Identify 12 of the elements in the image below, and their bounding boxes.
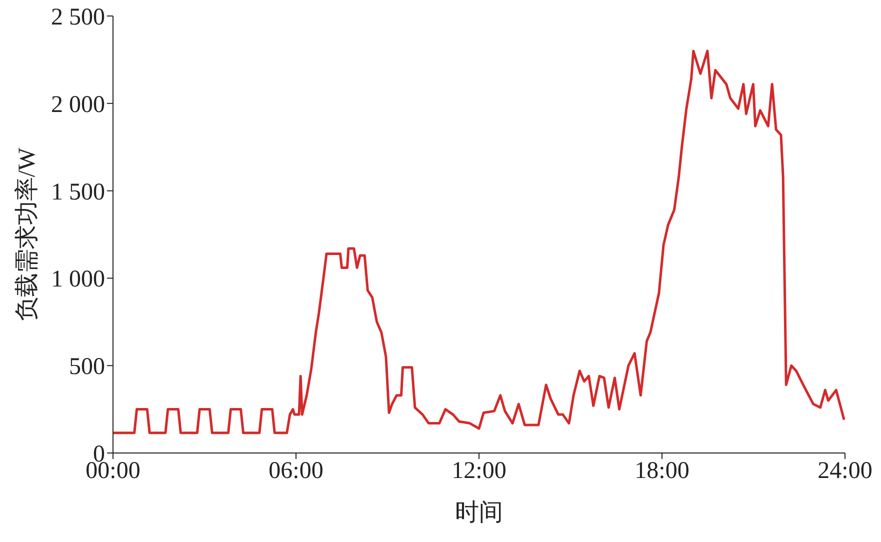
y-tick-label: 2 500 — [51, 4, 105, 31]
y-tick-label: 1 000 — [51, 266, 105, 293]
x-tick-label: 24:00 — [818, 458, 872, 484]
x-tick-label: 06:00 — [268, 458, 324, 484]
y-tick-label: 2 000 — [51, 92, 105, 118]
line-series — [113, 50, 845, 434]
x-tick-label: 18:00 — [634, 458, 690, 484]
y-tick-label: 500 — [69, 354, 105, 380]
y-axis-title: 负载需求功率/W — [14, 147, 41, 322]
x-axis-title: 时间 — [455, 500, 503, 526]
y-tick-label: 1 500 — [51, 179, 105, 206]
x-tick-label: 12:00 — [452, 458, 506, 484]
